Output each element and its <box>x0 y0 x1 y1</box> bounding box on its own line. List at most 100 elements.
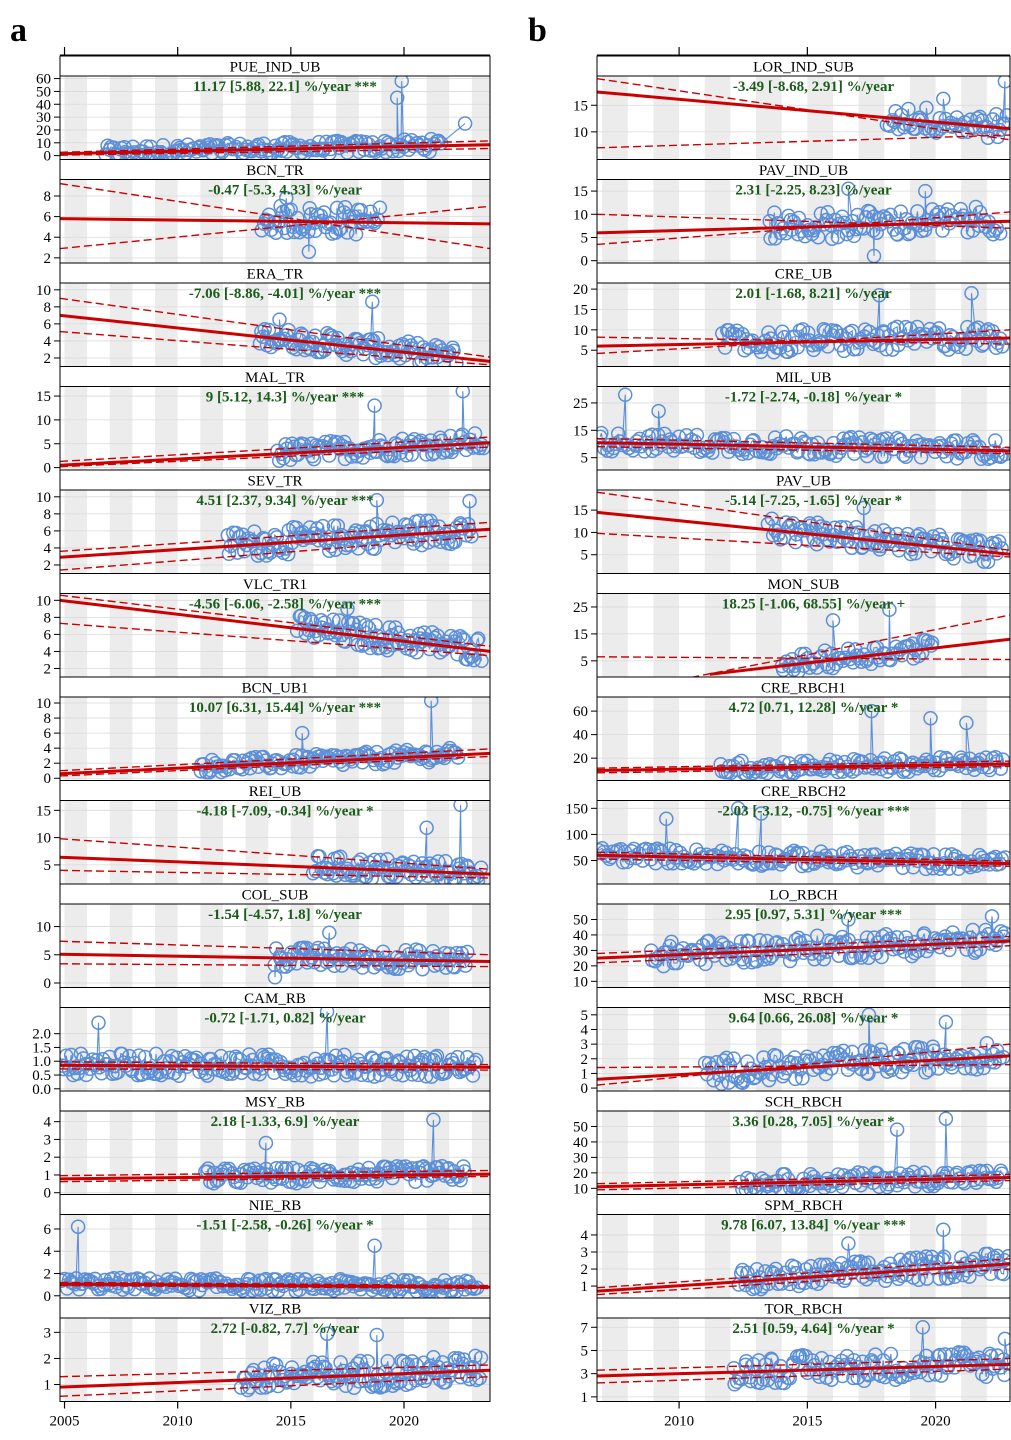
trend-line <box>597 441 1010 453</box>
data-point <box>719 1050 734 1066</box>
ci-lower-line <box>597 945 1010 964</box>
year-band <box>704 593 731 677</box>
data-point <box>431 133 446 149</box>
y-tick-label: 0 <box>44 149 52 165</box>
trend-lines <box>597 851 1010 867</box>
ci-upper-line <box>597 1357 1010 1371</box>
facet-title: LOR_IND_SUB <box>753 60 854 76</box>
data-point <box>871 287 887 303</box>
data-point <box>217 1063 233 1078</box>
y-tick-label: 4 <box>44 230 52 246</box>
data-point <box>856 500 872 516</box>
y-tick-label: 1 <box>44 1378 52 1394</box>
year-band <box>64 697 88 781</box>
data-point <box>800 325 816 341</box>
data-point <box>697 1055 713 1071</box>
data-point <box>307 223 323 239</box>
data-point <box>825 613 841 628</box>
trend-annotation: 9 [5.12, 14.3] %/year *** <box>206 390 364 406</box>
data-point <box>896 1041 912 1057</box>
data-point <box>768 1261 784 1277</box>
data-point <box>193 763 209 779</box>
data-point <box>827 520 843 536</box>
data-point <box>949 433 964 448</box>
data-point <box>938 1014 954 1030</box>
trend-lines <box>60 1169 490 1183</box>
year-band <box>64 593 88 677</box>
year-band <box>602 1214 628 1298</box>
facet-bcn-ub1: BCN_UB1 10.07 [6.31, 15.44] %/year *** 024… <box>36 676 491 787</box>
trend-line <box>597 1362 1010 1378</box>
year-band <box>471 697 490 781</box>
trend-lines <box>60 594 490 657</box>
year-band <box>602 1111 628 1195</box>
y-tick-label: 2.0 <box>32 1027 51 1043</box>
data-point <box>936 1047 952 1063</box>
data-point <box>394 76 409 89</box>
data-point <box>272 312 287 327</box>
data-point <box>938 1111 954 1126</box>
data-point <box>991 534 1007 549</box>
y-tick-label: 6 <box>44 317 52 333</box>
facet-title: BCN_TR <box>246 163 304 179</box>
ci-lower-line <box>597 1268 1010 1296</box>
data-point <box>958 760 974 776</box>
data-point <box>985 1361 1001 1376</box>
trend-lines <box>60 436 490 468</box>
year-band <box>64 386 88 470</box>
data-point <box>883 1346 899 1362</box>
y-tick-label: 4 <box>581 1022 589 1038</box>
data-point <box>818 323 833 338</box>
data-point <box>358 617 374 633</box>
data-point <box>891 1046 906 1061</box>
data-point <box>947 1269 963 1285</box>
data-point <box>999 108 1010 123</box>
data-point <box>802 660 817 675</box>
data-point <box>841 912 856 927</box>
data-point <box>450 1049 465 1065</box>
panel-a: PUE_IND_UB 11.17 [5.88, 22.1] %/year *** 0… <box>32 47 491 1430</box>
panel-a-label: a <box>10 12 27 49</box>
y-tick-label: 50 <box>573 912 588 928</box>
year-band <box>426 179 450 263</box>
year-band <box>64 1318 88 1402</box>
year-band <box>155 386 178 470</box>
y-tick-label: 4 <box>44 644 52 660</box>
data-point <box>876 523 892 538</box>
data-point <box>258 1135 274 1151</box>
trend-annotation: 2.01 [-1.68, 8.21] %/year <box>735 286 892 302</box>
data-point <box>889 930 905 945</box>
y-tick-label: 6 <box>44 627 52 643</box>
year-band <box>961 593 987 677</box>
trend-line <box>597 1262 1010 1293</box>
data-point <box>377 755 393 771</box>
data-point <box>310 940 326 956</box>
data-point <box>659 811 674 827</box>
data-point <box>841 181 856 197</box>
data-point <box>419 820 434 836</box>
facet-title: BCN_UB1 <box>242 681 309 697</box>
data-point <box>689 427 705 443</box>
trend-lines <box>597 935 1010 964</box>
data-point <box>330 1281 346 1296</box>
data-point <box>368 617 383 633</box>
y-tick-label: 2 <box>581 1052 589 1068</box>
data-point <box>997 76 1010 89</box>
y-tick-label: 4 <box>44 1115 52 1131</box>
trend-line <box>60 952 490 964</box>
facet-nie-rb: NIE_RB -1.51 [-2.58, -0.26] %/year * 0 2 4 6 <box>44 1194 491 1305</box>
facet-title: PAV_UB <box>776 474 831 490</box>
data-point <box>469 632 485 648</box>
data-point <box>361 1067 376 1083</box>
year-band <box>909 76 936 160</box>
data-point <box>757 952 772 967</box>
y-tick-label: 10 <box>36 136 51 152</box>
y-tick-label: 10 <box>573 974 588 990</box>
y-tick-label: 4 <box>44 334 52 350</box>
year-band <box>602 76 628 160</box>
data-point <box>740 1054 755 1069</box>
year-band <box>704 490 731 574</box>
data-point <box>753 1375 768 1391</box>
y-tick-label: 3 <box>581 1245 589 1261</box>
data-point <box>753 806 769 821</box>
